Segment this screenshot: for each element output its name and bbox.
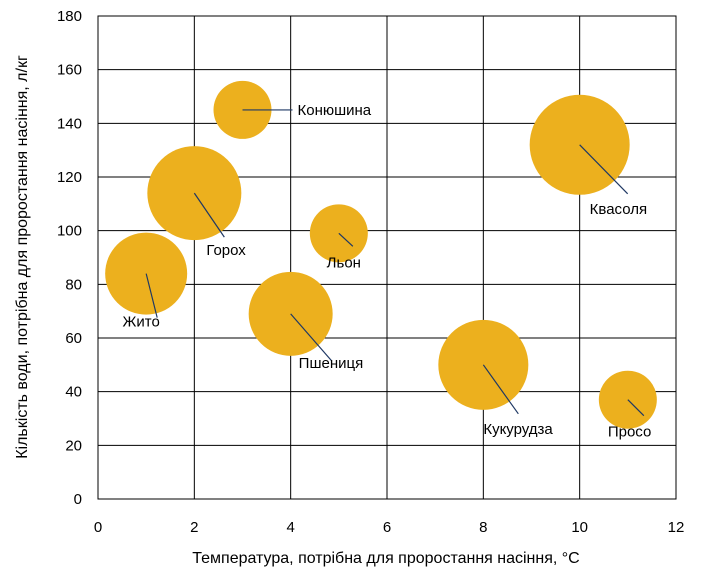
x-axis-title: Температура, потрібна для проростання на… <box>192 550 579 567</box>
y-tick-label: 180 <box>57 8 82 25</box>
x-tick-label: 6 <box>383 519 391 536</box>
leader-line <box>627 399 645 417</box>
point-label: Кукурудза <box>483 421 553 438</box>
point-label: Горох <box>206 242 246 259</box>
y-tick-label: 40 <box>65 384 82 401</box>
y-tick-label: 120 <box>57 169 82 186</box>
y-axis-title: Кількість води, потрібна для проростання… <box>14 55 31 459</box>
point-labels: Конюшина Горох Жито Льон Пшениця Квасоля Кукур… <box>123 102 652 441</box>
point-label: Льон <box>327 254 361 271</box>
point-label: Пшениця <box>299 355 364 372</box>
leader-lines <box>145 109 645 417</box>
point-label: Жито <box>123 314 160 331</box>
y-tick-label: 20 <box>65 437 82 454</box>
y-tick-label: 100 <box>57 223 82 240</box>
leader-line <box>193 192 225 238</box>
x-tick-label: 8 <box>479 519 487 536</box>
y-tick-label: 80 <box>65 276 82 293</box>
x-tick-label: 0 <box>94 519 102 536</box>
grid <box>98 16 676 499</box>
plot-area <box>97 15 677 500</box>
y-tick-label: 0 <box>74 491 82 508</box>
x-tick-label: 2 <box>190 519 198 536</box>
leader-line <box>579 144 629 195</box>
y-tick-label: 60 <box>65 330 82 347</box>
x-tick-label: 10 <box>571 519 588 536</box>
y-tick-label: 160 <box>57 62 82 79</box>
x-axis-ticks: 0 2 4 6 8 10 12 <box>94 519 685 536</box>
leader-line <box>338 232 354 247</box>
y-axis-ticks: 0 20 40 60 80 100 120 140 160 180 <box>57 8 82 508</box>
leader-line <box>290 313 333 362</box>
leader-line <box>145 273 158 318</box>
x-tick-label: 4 <box>286 519 294 536</box>
x-tick-label: 12 <box>668 519 685 536</box>
y-tick-label: 140 <box>57 115 82 132</box>
leader-line <box>482 364 519 415</box>
bubbles <box>105 80 657 429</box>
point-label: Конюшина <box>298 102 372 119</box>
point-label: Просо <box>608 424 651 441</box>
point-label: Квасоля <box>590 201 647 218</box>
